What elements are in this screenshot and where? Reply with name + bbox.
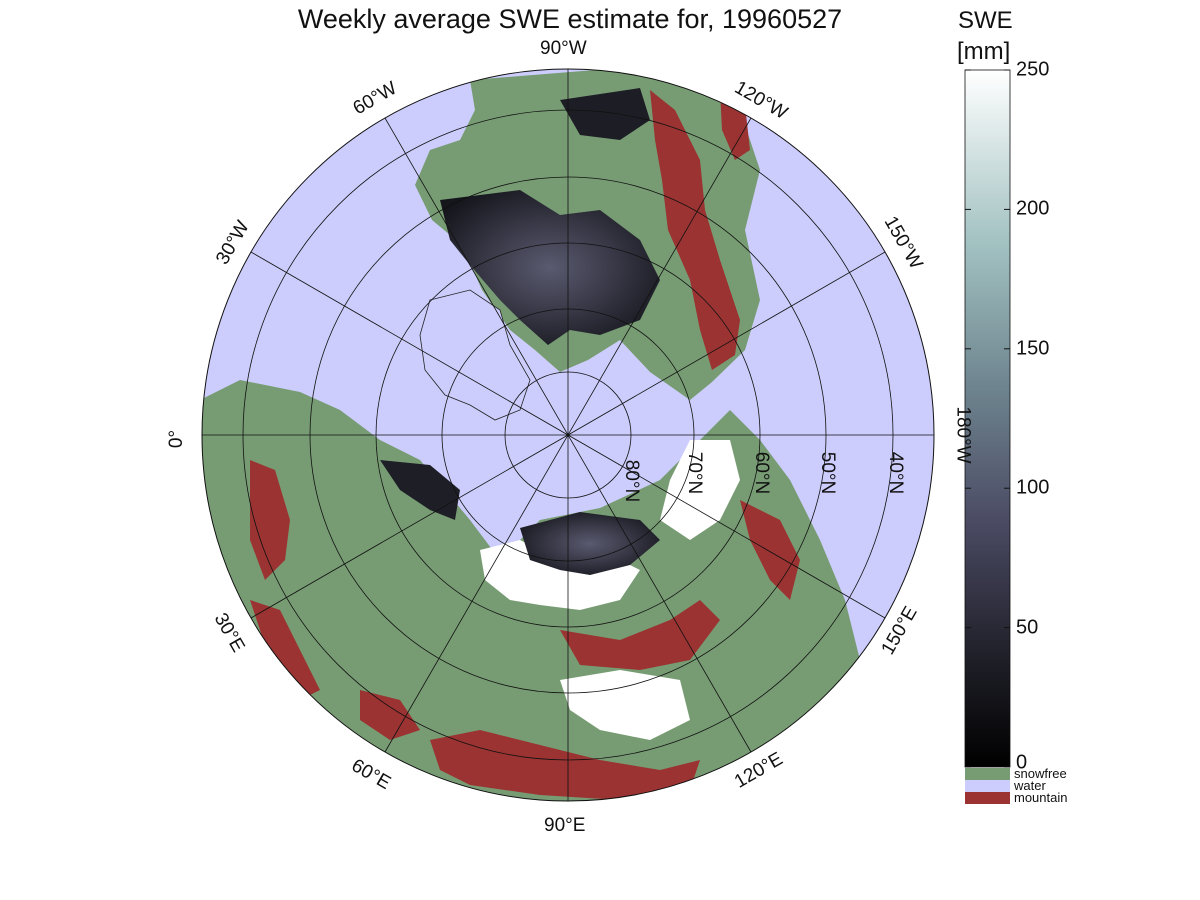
- colorbar-tick-label: 100: [1016, 476, 1050, 499]
- lat-label-70n: 70°N: [684, 451, 706, 495]
- lon-label-90w: 90°W: [540, 38, 587, 59]
- lon-label-180w: 180°W: [952, 406, 974, 464]
- caucasus-band: [360, 690, 420, 740]
- tibet-snow: [560, 670, 690, 740]
- colorbar-title: SWE: [958, 7, 1013, 34]
- colorbar-swatch-snowfree: [965, 768, 1010, 780]
- arctic-canada-snow: [440, 190, 660, 345]
- graticule-longitude: [202, 69, 934, 801]
- colorbar-unit: [mm]: [957, 38, 1011, 65]
- colorbar-category-water: water: [1014, 778, 1046, 793]
- colorbar-swatch-water: [965, 780, 1010, 792]
- colorbar-tick-marks: [965, 69, 1010, 768]
- colorbar-tick-label: 150: [1016, 337, 1050, 360]
- colorbar-category-mountain: mountain: [1014, 790, 1068, 805]
- siberia-snow-dark: [520, 512, 660, 575]
- central-asia-band: [560, 600, 720, 670]
- globe-outline: [201, 68, 935, 802]
- meridian-150w-30e: [250, 251, 886, 619]
- colorbar-tick-label: 50: [1016, 616, 1039, 639]
- alps-band: [250, 600, 320, 700]
- colorbar-tick-label: 250: [1016, 58, 1050, 81]
- lat-label-80n: 80°N: [621, 459, 643, 503]
- greenland-land: [419, 289, 531, 421]
- lon-label-0: 0°: [166, 429, 188, 449]
- lat-label-60n: 60°N: [751, 451, 773, 495]
- colorbar-gradient: [964, 69, 1011, 768]
- rocky-mountain-band: [650, 90, 740, 370]
- alaska-yukon-snow: [560, 88, 650, 140]
- map-title: Weekly average SWE estimate for, 1996052…: [297, 4, 843, 34]
- colorbar-categories: [965, 768, 1010, 804]
- land-layer: [202, 69, 860, 801]
- colorbar-category-snowfree: snowfree: [1014, 766, 1067, 781]
- lon-label-90e: 90°E: [544, 815, 586, 836]
- himalaya-band: [430, 730, 700, 800]
- colorbar-tick-label: 200: [1016, 197, 1050, 220]
- lat-label-50n: 50°N: [817, 451, 839, 495]
- scandinavia-snow: [380, 460, 460, 520]
- colorbar-swatch-mountain: [965, 792, 1010, 804]
- east-siberia-snow: [660, 440, 740, 540]
- lat-label-40n: 40°N: [885, 451, 907, 495]
- colorbar-tick-label: 0: [1016, 751, 1028, 774]
- urals-band: [250, 460, 290, 580]
